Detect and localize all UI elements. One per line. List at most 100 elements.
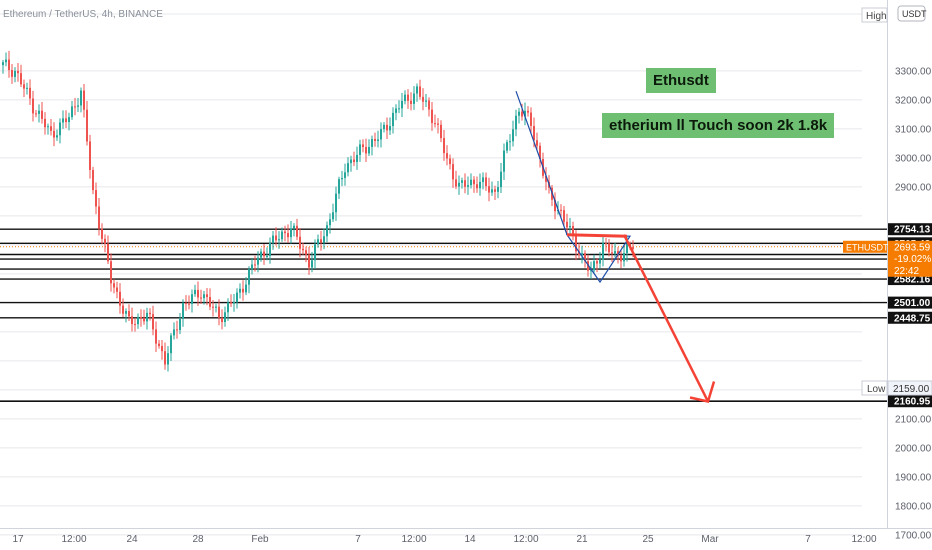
- candle-body: [173, 329, 175, 336]
- candle-body: [572, 226, 574, 236]
- candle-body: [68, 117, 70, 123]
- candle-body: [515, 115, 517, 130]
- descending-trendline: [515, 90, 568, 235]
- candle-body: [125, 311, 127, 314]
- candle-body: [365, 147, 367, 154]
- candle-body: [485, 177, 487, 187]
- candle-body: [605, 243, 607, 245]
- candle-body: [128, 311, 130, 317]
- candle-body: [410, 100, 412, 104]
- candle-body: [467, 185, 469, 187]
- candle-body: [617, 251, 619, 256]
- candle-body: [434, 123, 436, 125]
- candle-body: [74, 106, 76, 108]
- candle-body: [494, 189, 496, 192]
- candle-body: [86, 109, 88, 142]
- candle-body: [17, 70, 19, 74]
- candle-body: [554, 199, 556, 212]
- time-tick-label: 17: [12, 534, 24, 545]
- candle-body: [332, 212, 334, 220]
- candle-body: [89, 141, 91, 170]
- candle-body: [566, 221, 568, 228]
- candle-body: [578, 251, 580, 256]
- candle-body: [77, 105, 79, 107]
- candle-body: [563, 210, 565, 222]
- price-tick-label: 2100.00: [895, 414, 932, 425]
- candle-body: [65, 118, 67, 123]
- time-tick-label: 21: [576, 534, 588, 545]
- resistance-top-line: [566, 233, 628, 238]
- price-tag-value: 2693.59: [894, 242, 931, 253]
- candle-body: [602, 243, 604, 260]
- price-tick-label: 1700.00: [895, 530, 932, 541]
- candle-body: [338, 179, 340, 194]
- candle-body: [155, 329, 157, 344]
- candle-body: [524, 110, 526, 117]
- candle-body: [404, 94, 406, 102]
- candle-body: [608, 243, 610, 253]
- candle-body: [632, 247, 634, 249]
- price-tick-label: 3000.00: [895, 153, 932, 164]
- candle-body: [251, 264, 253, 270]
- price-tag-bg: [888, 240, 932, 277]
- candle-body: [281, 231, 283, 240]
- candle-body: [41, 110, 43, 119]
- candle-body: [38, 110, 40, 114]
- candle-body: [587, 261, 589, 271]
- candle-body: [26, 87, 28, 89]
- candle-body: [593, 261, 595, 271]
- candle-body: [590, 270, 592, 272]
- candle-body: [296, 225, 298, 237]
- candle-body: [353, 159, 355, 163]
- candle-body: [431, 109, 433, 124]
- level-tag-label: 2754.13: [894, 225, 931, 236]
- candle-body: [119, 291, 121, 306]
- candle-body: [443, 138, 445, 154]
- candle-body: [530, 112, 532, 126]
- candle-body: [584, 253, 586, 262]
- candle-body: [176, 329, 178, 331]
- level-tag-bg: [888, 395, 932, 408]
- ticker-tag-label: ETHUSDT: [846, 242, 889, 252]
- time-tick-label: Mar: [701, 534, 719, 545]
- candle-body: [131, 316, 133, 325]
- candle-body: [356, 154, 358, 163]
- candle-body: [362, 144, 364, 148]
- candle-body: [527, 110, 529, 113]
- candle-body: [596, 261, 598, 264]
- time-tick-label: 7: [355, 534, 361, 545]
- level-tag-label: 2448.75: [894, 313, 931, 324]
- candle-body: [368, 146, 370, 154]
- candle-body: [92, 169, 94, 191]
- candle-body: [446, 153, 448, 159]
- candle-body: [221, 317, 223, 323]
- annotation-subtitle: etherium ll Touch soon 2k 1.8k: [602, 113, 835, 138]
- currency-badge[interactable]: [897, 5, 926, 22]
- candle-body: [392, 112, 394, 127]
- time-tick-label: Feb: [251, 534, 269, 545]
- candle-body: [341, 177, 343, 180]
- candle-body: [167, 353, 169, 365]
- low-label-box: [861, 380, 888, 396]
- candle-body: [83, 90, 85, 110]
- candle-body: [47, 126, 49, 128]
- candle-body: [398, 108, 400, 110]
- candle-body: [302, 248, 304, 251]
- candle-body: [323, 236, 325, 243]
- candle-body: [488, 186, 490, 193]
- candle-body: [275, 235, 277, 241]
- candle-body: [311, 260, 313, 268]
- candle-body: [458, 182, 460, 187]
- time-tick-label: 24: [126, 534, 138, 545]
- candle-body: [143, 318, 145, 322]
- candle-body: [179, 318, 181, 331]
- candle-body: [137, 316, 139, 325]
- candle-body: [80, 90, 82, 106]
- candle-body: [545, 175, 547, 182]
- candle-body: [164, 351, 166, 365]
- level-tag-bg: [888, 311, 932, 324]
- candle-body: [62, 118, 64, 123]
- candle-body: [581, 253, 583, 256]
- candle-body: [599, 259, 601, 264]
